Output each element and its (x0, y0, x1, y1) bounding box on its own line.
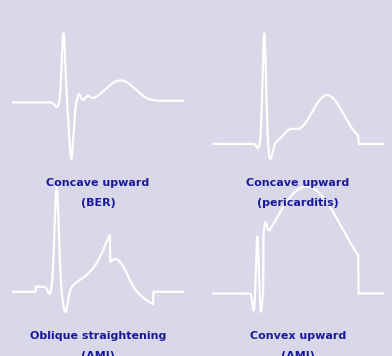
Text: (AMI): (AMI) (81, 351, 115, 356)
Text: Concave upward: Concave upward (46, 178, 150, 188)
Text: Concave upward: Concave upward (246, 178, 350, 188)
Text: (pericarditis): (pericarditis) (257, 198, 339, 208)
Text: (BER): (BER) (81, 198, 115, 208)
Text: (AMI): (AMI) (281, 351, 315, 356)
Text: Convex upward: Convex upward (250, 331, 346, 341)
Text: Oblique straightening: Oblique straightening (30, 331, 166, 341)
